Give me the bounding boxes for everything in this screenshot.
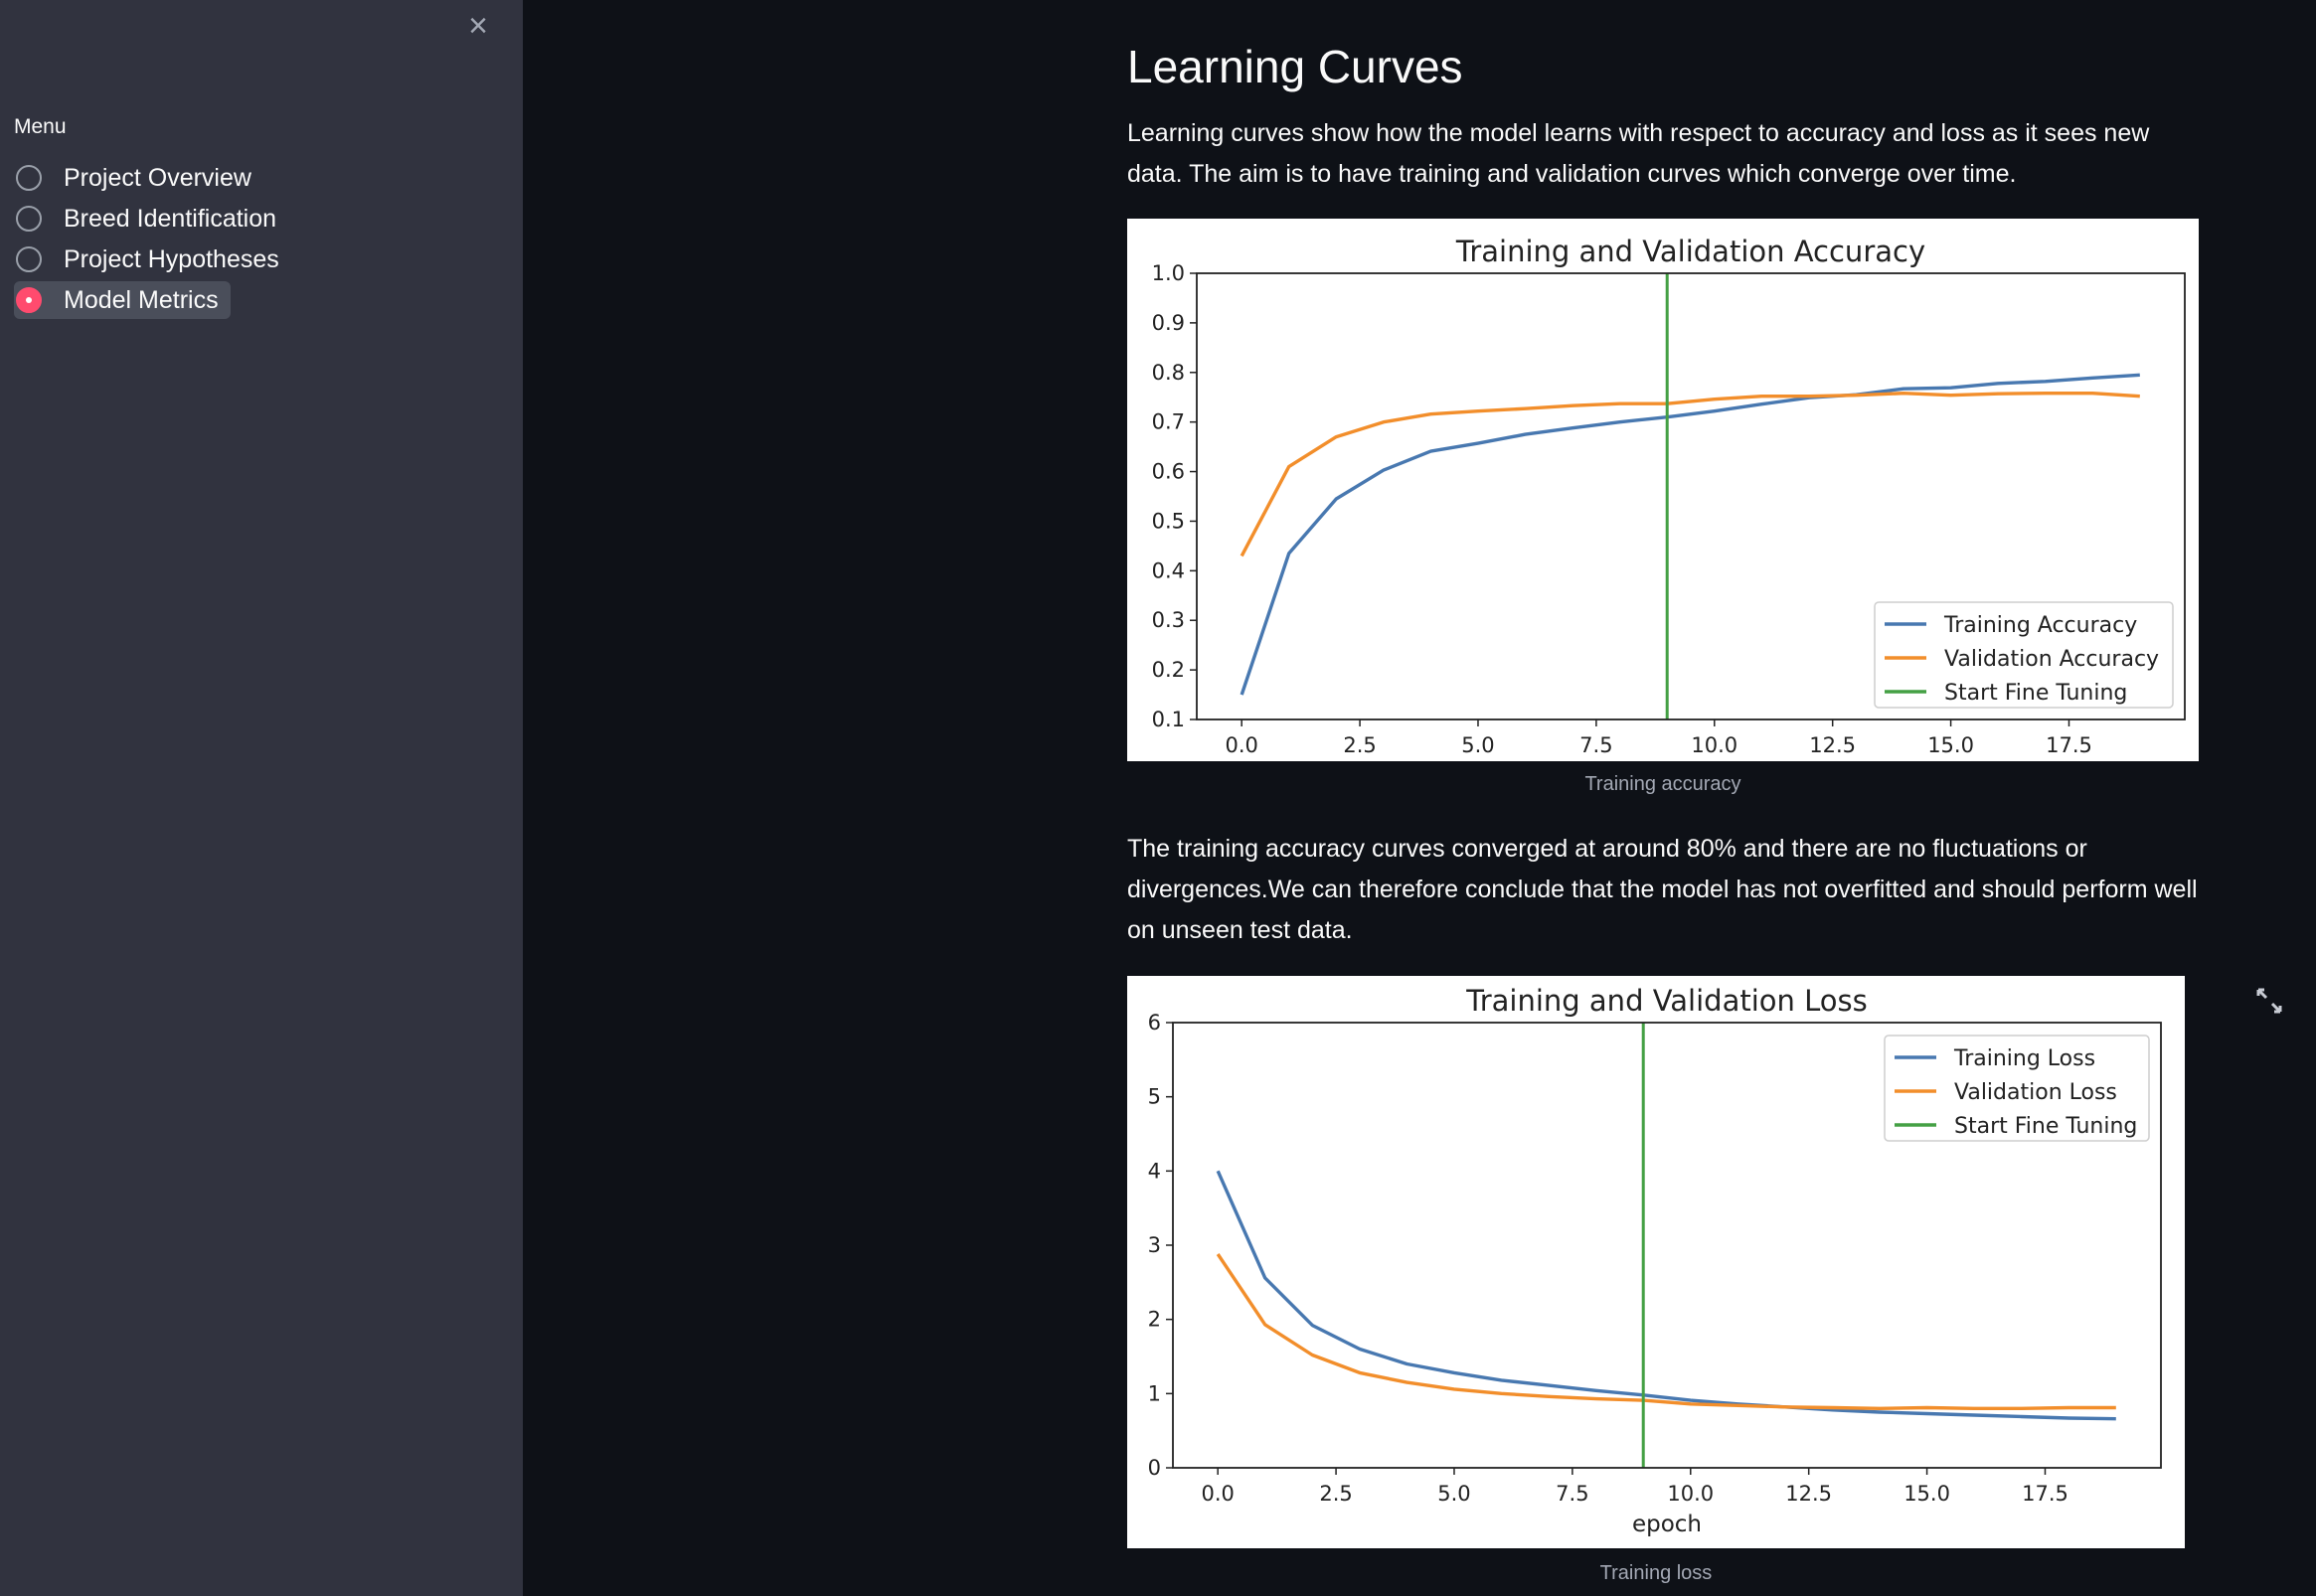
y-tick-label: 0.3 [1152, 608, 1185, 632]
x-tick-label: 2.5 [1343, 733, 1376, 757]
legend-label: Start Fine Tuning [1954, 1114, 2137, 1139]
close-sidebar-icon[interactable]: × [468, 7, 488, 45]
x-tick-label: 17.5 [2046, 733, 2092, 757]
loss-figure: Training and Validation Loss 0.0 2.5 5.0 7.5… [1127, 976, 2185, 1548]
series-line-0 [1216, 1170, 2116, 1421]
plot-frame [1196, 272, 2186, 720]
menu-radio-group: Project Overview Breed Identification Pr… [14, 159, 291, 322]
legend-label: Training Accuracy [1943, 613, 2137, 638]
legend-label: Start Fine Tuning [1944, 681, 2127, 706]
menu-item-project-overview[interactable]: Project Overview [14, 159, 263, 197]
x-tick-label: 0.0 [1201, 1482, 1234, 1506]
y-tick-label: 4 [1148, 1159, 1161, 1183]
accuracy-caption: Training accuracy [1584, 773, 1741, 795]
accuracy-figure: Training and Validation Accuracy 0.0 2.5 5.… [1127, 219, 2199, 761]
legend-box [1884, 1035, 2150, 1142]
y-tick-label: 0.2 [1152, 658, 1185, 682]
x-axis-label: epoch [1632, 1512, 1702, 1537]
loss-chart: Training and Validation Loss 0.0 2.5 5.0 7.5… [1148, 984, 2162, 1537]
y-tick-label: 0.4 [1152, 559, 1185, 582]
radio-button-icon[interactable] [16, 165, 42, 191]
legend-label: Validation Loss [1954, 1080, 2117, 1105]
menu-item-breed-identification[interactable]: Breed Identification [14, 200, 288, 238]
x-tick-label: 5.0 [1437, 1482, 1470, 1506]
menu-label: Menu [14, 115, 67, 138]
x-tick-label: 10.0 [1691, 733, 1737, 757]
chart-title: Training and Validation Accuracy [1455, 235, 1925, 268]
y-tick-label: 0.9 [1152, 311, 1185, 335]
y-tick-label: 0.6 [1152, 460, 1185, 484]
page-title: Learning Curves [1127, 41, 1463, 92]
x-tick-label: 7.5 [1556, 1482, 1588, 1506]
menu-item-label: Breed Identification [64, 204, 277, 233]
y-tick-label: 1.0 [1152, 261, 1185, 285]
x-tick-label: 12.5 [1785, 1482, 1832, 1506]
sidebar: × Menu Project Overview Breed Identifica… [0, 0, 523, 1596]
legend-label: Validation Accuracy [1944, 647, 2159, 672]
menu-item-project-hypotheses[interactable]: Project Hypotheses [14, 240, 291, 278]
series-line-1 [1216, 1253, 2116, 1410]
y-tick-label: 0.1 [1152, 708, 1185, 731]
menu-item-model-metrics[interactable]: Model Metrics [14, 281, 231, 319]
y-tick-label: 0 [1148, 1456, 1161, 1480]
x-tick-label: 12.5 [1809, 733, 1856, 757]
y-tick-label: 0.5 [1152, 509, 1185, 533]
conclusion-text: The training accuracy curves converged a… [1127, 835, 2198, 944]
legend-label: Training Loss [1953, 1046, 2095, 1071]
y-tick-label: 6 [1148, 1011, 1161, 1035]
x-tick-label: 17.5 [2022, 1482, 2068, 1506]
y-tick-label: 2 [1148, 1308, 1161, 1332]
fullscreen-expand-icon[interactable] [2254, 986, 2284, 1016]
x-tick-label: 5.0 [1461, 733, 1494, 757]
series-line-0 [1240, 373, 2140, 696]
y-tick-label: 0.8 [1152, 361, 1185, 385]
y-tick-label: 1 [1148, 1381, 1161, 1405]
intro-text: Learning curves show how the model learn… [1127, 119, 2150, 188]
radio-button-icon[interactable] [16, 206, 42, 232]
accuracy-chart: Training and Validation Accuracy 0.0 2.5 5.… [1152, 235, 2186, 757]
menu-item-label: Project Overview [64, 163, 251, 192]
menu-item-label: Project Hypotheses [64, 244, 279, 273]
y-tick-label: 0.7 [1152, 410, 1185, 434]
menu-item-label: Model Metrics [64, 285, 219, 314]
x-tick-label: 15.0 [1903, 1482, 1950, 1506]
legend-box [1874, 601, 2174, 709]
loss-caption: Training loss [1599, 1562, 1713, 1584]
x-tick-label: 0.0 [1225, 733, 1257, 757]
series-line-1 [1240, 391, 2140, 558]
x-tick-label: 15.0 [1927, 733, 1974, 757]
radio-button-icon[interactable] [16, 246, 42, 272]
y-tick-label: 3 [1148, 1233, 1161, 1257]
x-tick-label: 10.0 [1667, 1482, 1714, 1506]
y-tick-label: 5 [1148, 1085, 1161, 1109]
chart-title: Training and Validation Loss [1465, 984, 1867, 1018]
x-tick-label: 2.5 [1319, 1482, 1352, 1506]
radio-button-selected-icon[interactable] [16, 287, 42, 313]
x-tick-label: 7.5 [1579, 733, 1612, 757]
